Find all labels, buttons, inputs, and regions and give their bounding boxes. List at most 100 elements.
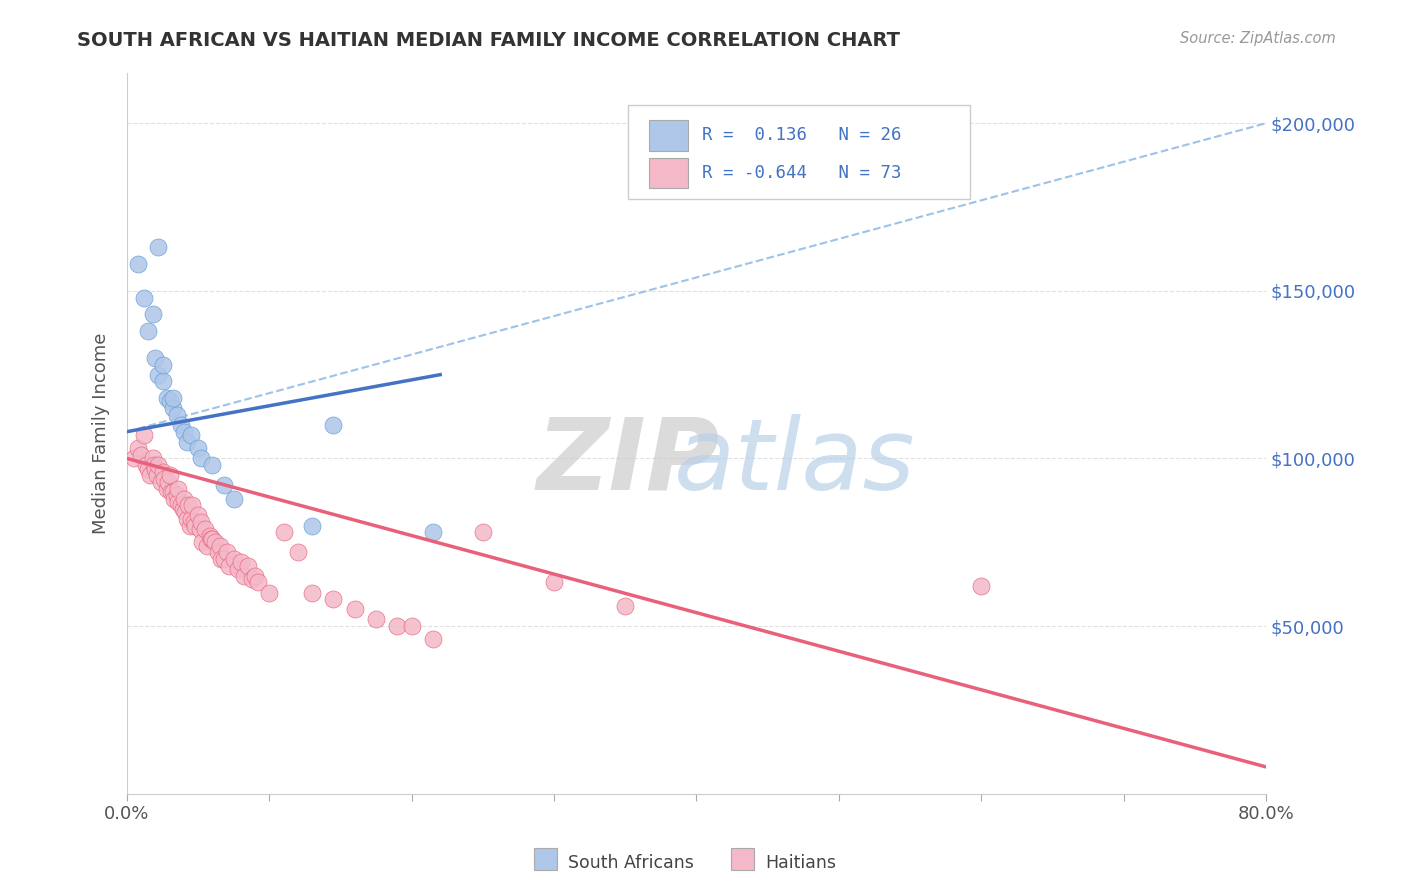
Point — [471, 525, 494, 540]
Point — [240, 572, 263, 586]
Point — [159, 468, 181, 483]
Point — [170, 417, 193, 432]
Point — [127, 442, 149, 456]
Point — [259, 585, 281, 599]
Point — [160, 485, 183, 500]
Point — [422, 525, 444, 540]
Point — [162, 485, 184, 500]
Point — [273, 525, 295, 540]
Point — [301, 585, 323, 599]
Point — [145, 461, 167, 475]
Point — [148, 240, 170, 254]
Point — [222, 552, 245, 566]
Point — [543, 575, 565, 590]
Point — [122, 451, 145, 466]
Point — [146, 468, 169, 483]
Text: Source: ZipAtlas.com: Source: ZipAtlas.com — [1180, 31, 1336, 46]
Point — [167, 495, 190, 509]
Point — [132, 428, 155, 442]
Point — [226, 562, 249, 576]
FancyBboxPatch shape — [628, 105, 970, 199]
Point — [246, 575, 269, 590]
Point — [188, 522, 211, 536]
Text: R = -0.644   N = 73: R = -0.644 N = 73 — [702, 164, 901, 182]
Point — [179, 518, 201, 533]
Point — [152, 465, 174, 479]
Point — [343, 602, 366, 616]
Point — [172, 501, 194, 516]
Point — [163, 491, 186, 506]
Text: R =  0.136   N = 26: R = 0.136 N = 26 — [702, 127, 901, 145]
Point — [162, 401, 184, 416]
Point — [243, 569, 266, 583]
Point — [232, 569, 254, 583]
Point — [204, 535, 226, 549]
Point — [187, 442, 209, 456]
Point — [190, 515, 212, 529]
Point — [208, 539, 231, 553]
Point — [366, 612, 388, 626]
Point — [167, 482, 190, 496]
Point — [222, 491, 245, 506]
Point — [162, 391, 184, 405]
Point — [142, 451, 165, 466]
Point — [177, 499, 200, 513]
Point — [201, 458, 224, 472]
Point — [218, 558, 240, 573]
Point — [422, 632, 444, 647]
Point — [127, 257, 149, 271]
Bar — [648, 120, 689, 151]
Point — [194, 522, 217, 536]
Point — [150, 475, 173, 489]
Point — [183, 515, 205, 529]
Point — [236, 558, 259, 573]
Point — [139, 468, 162, 483]
Point — [173, 491, 195, 506]
Point — [200, 532, 222, 546]
Point — [180, 428, 202, 442]
Point — [156, 482, 179, 496]
Point — [212, 552, 235, 566]
Text: atlas: atlas — [673, 414, 915, 510]
Point — [184, 518, 207, 533]
Point — [322, 417, 344, 432]
Point — [322, 592, 344, 607]
Point — [152, 375, 174, 389]
Point — [198, 528, 221, 542]
Point — [176, 434, 198, 449]
Point — [159, 394, 181, 409]
Bar — [648, 158, 689, 188]
Y-axis label: Median Family Income: Median Family Income — [93, 333, 110, 534]
Point — [143, 458, 166, 472]
Point — [142, 307, 165, 321]
Point — [614, 599, 637, 613]
Point — [212, 478, 235, 492]
Point — [229, 555, 252, 569]
Point — [191, 535, 214, 549]
Text: ZIP: ZIP — [537, 414, 720, 510]
Point — [132, 291, 155, 305]
Point — [970, 579, 993, 593]
Point — [170, 499, 193, 513]
Point — [166, 408, 188, 422]
Point — [166, 488, 188, 502]
Text: South Africans: South Africans — [568, 854, 695, 871]
Point — [129, 448, 152, 462]
Point — [138, 461, 160, 475]
Point — [181, 499, 204, 513]
Point — [148, 458, 170, 472]
Point — [287, 545, 309, 559]
Point — [401, 619, 423, 633]
Point — [187, 508, 209, 523]
Point — [215, 545, 238, 559]
Point — [138, 324, 160, 338]
Point — [387, 619, 409, 633]
Point — [207, 545, 229, 559]
Point — [201, 532, 224, 546]
Point — [190, 451, 212, 466]
Point — [157, 475, 180, 489]
Point — [173, 425, 195, 439]
Point — [153, 472, 176, 486]
Text: SOUTH AFRICAN VS HAITIAN MEDIAN FAMILY INCOME CORRELATION CHART: SOUTH AFRICAN VS HAITIAN MEDIAN FAMILY I… — [77, 31, 900, 50]
Point — [301, 518, 323, 533]
